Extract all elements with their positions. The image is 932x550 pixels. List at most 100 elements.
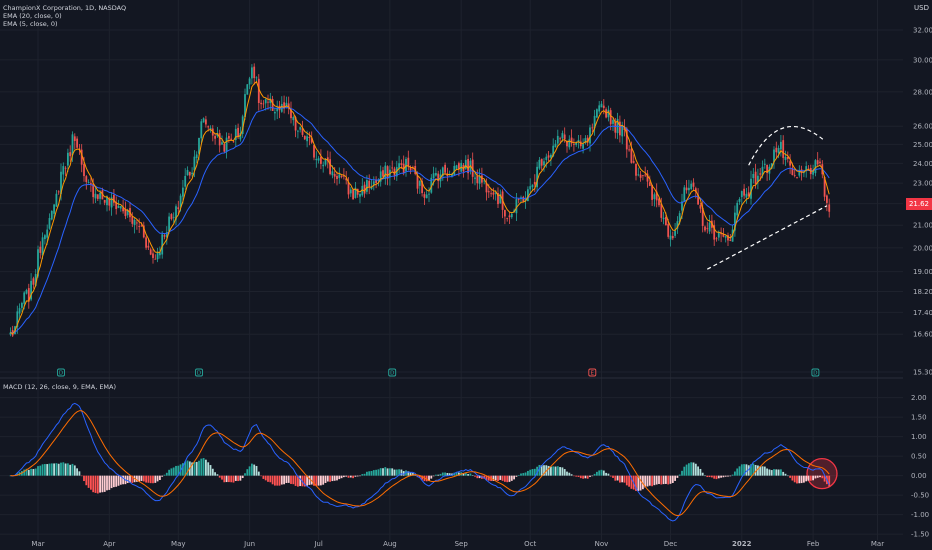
candle-body bbox=[529, 186, 532, 190]
candle-body bbox=[361, 185, 364, 196]
candle-body bbox=[464, 159, 467, 169]
macd-legend[interactable]: MACD (12, 26, close, 9, EMA, EMA) bbox=[3, 383, 117, 391]
histogram-bar bbox=[469, 473, 472, 476]
macd-axis[interactable]: 2.00 1.50 1.00 0.50 0.00 -0.50 -1.00 -1.50 bbox=[911, 394, 929, 539]
candle-body bbox=[21, 303, 23, 308]
candle-body bbox=[30, 280, 32, 300]
histogram-bar bbox=[722, 475, 725, 478]
histogram-bar bbox=[492, 475, 495, 481]
histogram-bar bbox=[430, 475, 433, 479]
histogram-bar bbox=[57, 463, 60, 476]
candle-body bbox=[161, 234, 164, 255]
candle-body bbox=[407, 157, 410, 167]
ema5-legend[interactable]: EMA (5, close, 0) bbox=[3, 20, 58, 28]
histogram-bar bbox=[50, 463, 53, 476]
histogram-bar bbox=[168, 469, 170, 476]
candle-body bbox=[306, 136, 308, 142]
histogram-bar bbox=[453, 472, 456, 476]
candle-body bbox=[497, 192, 499, 205]
candle-body bbox=[819, 161, 821, 164]
histogram-bar bbox=[745, 464, 748, 476]
histogram-bar bbox=[731, 474, 734, 476]
histogram-bar bbox=[455, 472, 458, 476]
candle-body bbox=[575, 142, 578, 145]
candle-body bbox=[694, 188, 697, 192]
histogram-bar bbox=[437, 474, 440, 476]
price-tick-label: 20.00 bbox=[913, 244, 932, 252]
candle-body bbox=[57, 191, 60, 193]
candle-body bbox=[444, 164, 446, 173]
candle-body bbox=[550, 154, 552, 158]
candle-body bbox=[257, 78, 260, 103]
candle-body bbox=[690, 183, 693, 190]
time-tick-label: 2022 bbox=[732, 540, 752, 548]
histogram-bar bbox=[69, 464, 72, 476]
histogram-bar bbox=[103, 475, 106, 492]
candle-body bbox=[630, 148, 633, 163]
histogram-bar bbox=[37, 466, 39, 476]
candle-body bbox=[782, 140, 785, 158]
histogram-bar bbox=[619, 475, 621, 483]
candle-body bbox=[117, 205, 120, 208]
histogram-bar bbox=[784, 473, 787, 476]
candle-body bbox=[260, 102, 262, 105]
candle-body bbox=[579, 141, 582, 147]
histogram-bar bbox=[536, 466, 538, 476]
candle-body bbox=[246, 84, 249, 95]
candle-body bbox=[308, 136, 311, 138]
candle-body bbox=[237, 127, 239, 137]
candle-body bbox=[805, 166, 808, 172]
histogram-bar bbox=[283, 475, 285, 485]
histogram-bar bbox=[391, 468, 394, 476]
candle-body bbox=[750, 178, 752, 199]
candle-body bbox=[752, 173, 755, 179]
macd-tick-label: -1.50 bbox=[911, 531, 929, 539]
grid-lines bbox=[0, 0, 903, 540]
candle-body bbox=[602, 105, 605, 108]
histogram-bar bbox=[573, 475, 575, 477]
time-tick-label: Mar bbox=[31, 540, 44, 548]
histogram-bar bbox=[807, 475, 810, 481]
ema20-legend[interactable]: EMA (20, close, 0) bbox=[3, 12, 62, 20]
price-axis[interactable]: 15.3016.6017.4018.2019.0020.0021.0022.00… bbox=[913, 27, 932, 377]
candle-body bbox=[331, 171, 334, 176]
histogram-bar bbox=[786, 475, 789, 477]
candle-body bbox=[149, 249, 152, 255]
histogram-bar bbox=[773, 469, 775, 476]
histogram-bar bbox=[172, 467, 175, 476]
histogram-bar bbox=[239, 475, 242, 481]
histogram-bar bbox=[294, 475, 297, 486]
price-tick-label: 32.00 bbox=[913, 27, 932, 35]
histogram-bar bbox=[464, 472, 467, 476]
histogram-bar bbox=[361, 474, 364, 476]
histogram-bar bbox=[690, 462, 693, 476]
histogram-bar bbox=[163, 474, 166, 476]
histogram-bar bbox=[140, 475, 143, 481]
candle-body bbox=[356, 188, 359, 195]
candle-body bbox=[428, 193, 430, 195]
histogram-bar bbox=[354, 475, 357, 477]
candle-body bbox=[165, 232, 168, 238]
histogram-bar bbox=[264, 475, 267, 481]
histogram-bar bbox=[589, 475, 591, 477]
candle-body bbox=[607, 109, 610, 118]
histogram-bar bbox=[766, 468, 768, 476]
histogram-bar bbox=[347, 475, 350, 478]
price-tick-label: 30.00 bbox=[913, 56, 932, 64]
candle-body bbox=[177, 207, 180, 210]
histogram-bar bbox=[232, 475, 235, 483]
time-axis[interactable]: Mar Apr May Jun Jul Aug Sep Oct Nov Dec 2022 Feb Mar bbox=[31, 540, 884, 548]
candle-body bbox=[202, 118, 205, 123]
histogram-bar bbox=[662, 475, 665, 485]
histogram-bar bbox=[345, 475, 348, 477]
candlestick-series bbox=[9, 63, 831, 338]
macd-line bbox=[10, 402, 830, 522]
histogram-bar bbox=[444, 472, 446, 476]
histogram-bar bbox=[251, 463, 253, 476]
histogram-bar bbox=[253, 464, 256, 476]
histogram-bar bbox=[211, 468, 214, 476]
candle-body bbox=[522, 196, 525, 202]
candle-body bbox=[94, 193, 97, 199]
dividend-marker bbox=[811, 368, 820, 377]
